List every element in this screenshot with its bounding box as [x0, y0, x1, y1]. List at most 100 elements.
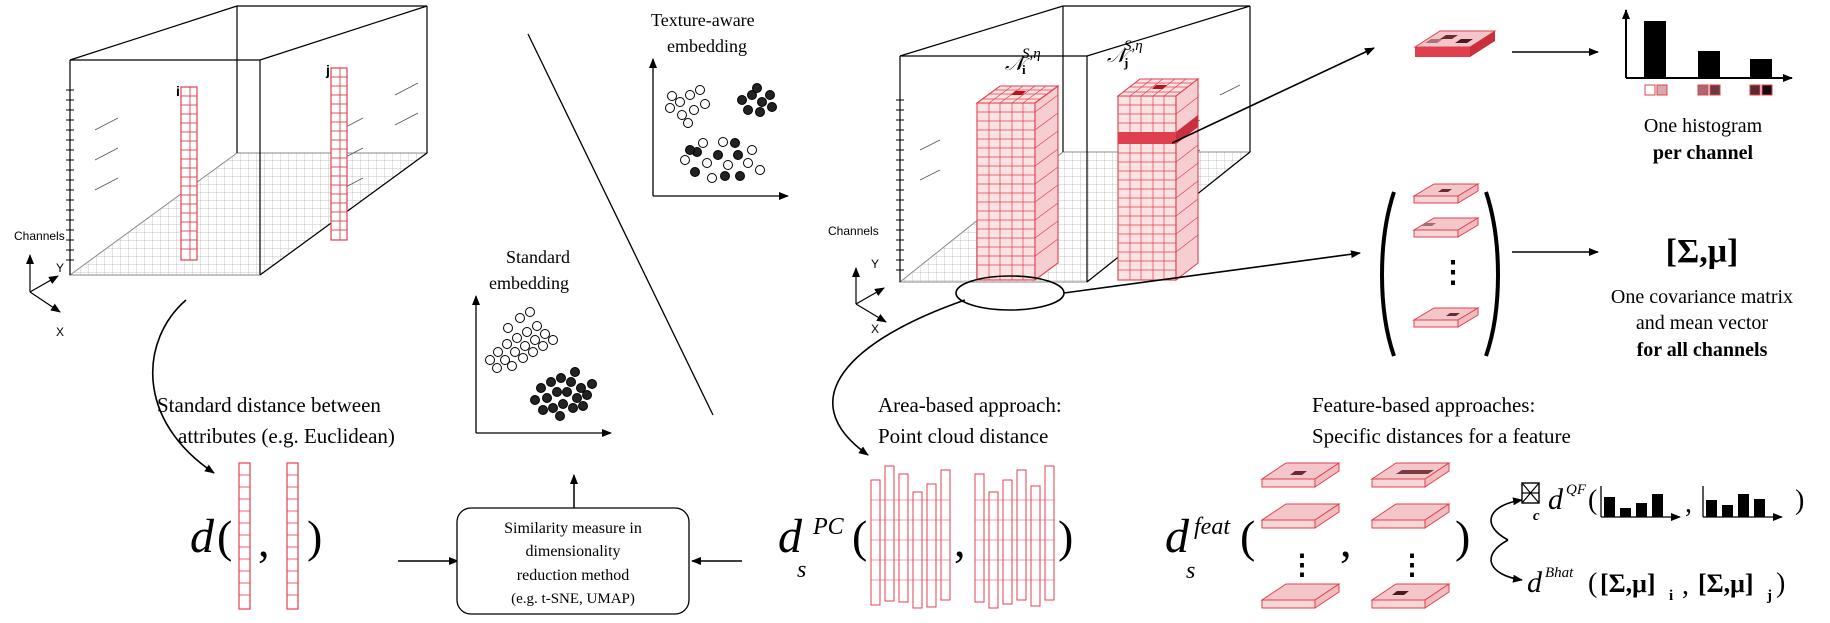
standard-distance-line2: attributes (e.g. Euclidean) — [178, 424, 395, 448]
right-cube-tick-marks — [896, 99, 904, 271]
left-cube-floor — [68, 152, 429, 276]
right-axes-icon — [852, 267, 887, 323]
center-pixel-j — [1152, 85, 1167, 89]
right-cube-edge — [1086, 5, 1251, 57]
area-approach-line2: Point cloud distance — [878, 424, 1048, 448]
close-paren: ) — [1795, 485, 1804, 516]
standard-distance-formula: d ( , ) — [190, 462, 322, 610]
subscript-j: j — [1766, 588, 1772, 604]
black-point-cluster — [530, 367, 597, 421]
superscript-bhat: Bhat — [1545, 565, 1574, 581]
d-symbol: d — [778, 510, 803, 563]
point-cloud-i — [870, 465, 951, 609]
left-cube-edge — [69, 5, 238, 61]
neighborhood-label-j: 𝒩 S,η j — [1107, 38, 1143, 70]
left-bracket — [1380, 191, 1396, 357]
feature-stack-i: ⋮ — [1260, 462, 1341, 609]
histogram-bar — [1750, 59, 1772, 78]
superscript-pc: PC — [812, 514, 845, 540]
black-point-cluster — [737, 83, 777, 117]
d-symbol: d — [1527, 566, 1543, 599]
open-paren: ( — [1588, 485, 1597, 516]
left-cube: i j Channels Y X — [14, 5, 429, 339]
boxed-sum-icon — [1521, 482, 1540, 504]
histogram-caption-line2: per channel — [1653, 142, 1754, 164]
y-axis-label: Y — [871, 257, 879, 271]
feature-distance-formula: d s feat ( ⋮ , ⋮ — [1165, 462, 1470, 609]
point-cloud-j — [974, 465, 1055, 609]
superscript-qf: QF — [1566, 482, 1587, 498]
x-axis-label: X — [56, 325, 64, 339]
diagonal-separator — [527, 33, 714, 416]
white-point-cluster — [485, 307, 558, 373]
neighborhood-symbol: 𝒩 — [1005, 53, 1030, 75]
highlighted-channel-slice — [1118, 132, 1176, 144]
subscript-i: i — [1669, 588, 1673, 604]
arrow-neighborhood-to-point-cloud — [832, 299, 966, 456]
comma: , — [1682, 570, 1689, 601]
right-bracket — [1484, 191, 1500, 357]
texture-embedding-plot — [649, 58, 789, 200]
standard-distance-line1: Standard distance between — [157, 393, 381, 417]
brace-to-qf — [1490, 497, 1523, 541]
right-cube-edge — [899, 5, 1064, 57]
d-symbol: d — [1165, 510, 1190, 563]
open-paren: ( — [1588, 568, 1597, 599]
pixel-label-j: j — [325, 62, 330, 78]
channels-axis-label: Channels — [14, 229, 65, 243]
left-curved-arrow — [151, 299, 215, 474]
comma: , — [1340, 515, 1352, 566]
subscript-s: s — [797, 557, 806, 583]
mixed-point-cluster — [680, 137, 765, 183]
close-paren: ) — [1776, 568, 1785, 599]
subscript-c: c — [1533, 508, 1540, 524]
neighborhood-label-i: 𝒩 S,η i — [1005, 46, 1041, 77]
open-paren: ( — [1240, 511, 1255, 562]
pixel-column-i — [180, 86, 198, 261]
arrow-neighborhood-to-stack — [1063, 250, 1361, 294]
histogram-bar — [1644, 21, 1666, 78]
stack-ellipsis: ⋮ — [1398, 550, 1426, 581]
open-paren: ( — [217, 511, 232, 562]
similarity-measure-box: Similarity measure in dimensionality red… — [456, 507, 690, 615]
left-cube-tick-marks — [66, 89, 74, 261]
d-symbol: d — [1548, 483, 1564, 516]
area-approach-line1: Area-based approach: — [878, 393, 1062, 417]
point-cloud-distance-formula: d s PC ( , ) — [778, 465, 1073, 609]
stack-ellipsis: ⋮ — [1288, 550, 1316, 581]
covariance-arg-i: [Σ,μ] — [1600, 569, 1656, 598]
comma: , — [258, 515, 270, 566]
superscript-feat: feat — [1194, 514, 1231, 540]
close-paren: ) — [1058, 511, 1073, 562]
open-paren: ( — [852, 511, 867, 562]
similarity-line4: (e.g. t-SNE, UMAP) — [511, 591, 635, 607]
y-axis-label: Y — [56, 261, 64, 275]
left-axes-icon — [26, 254, 61, 313]
pixel-column-j — [330, 67, 348, 241]
channel-stack: ⋮ — [1380, 183, 1500, 357]
mini-histogram-i — [1600, 486, 1681, 521]
covariance-caption-line1: One covariance matrix — [1611, 286, 1793, 308]
covariance-symbol: [Σ,μ] — [1666, 233, 1739, 270]
mini-histogram-j — [1702, 486, 1783, 521]
stack-ellipsis: ⋮ — [1438, 256, 1468, 289]
standard-embedding-title-line2: embedding — [489, 273, 569, 293]
feature-stack-j: ⋮ — [1370, 462, 1451, 609]
histogram-icon — [1622, 9, 1793, 96]
qf-formula: c d QF ( , ) — [1521, 482, 1804, 524]
comma: , — [1685, 488, 1692, 519]
neighborhood-subscript: i — [1022, 62, 1026, 77]
neighborhood-symbol: 𝒩 — [1107, 45, 1132, 67]
arrow-slice-to-histogram-tile — [1171, 47, 1375, 144]
similarity-line1: Similarity measure in — [504, 520, 642, 537]
histogram-caption-line1: One histogram — [1644, 115, 1763, 137]
neighborhood-superscript: S,η — [1022, 46, 1041, 62]
similarity-line3: reduction method — [517, 567, 629, 584]
feature-approach-line1: Feature-based approaches: — [1312, 393, 1535, 417]
feature-approach-line2: Specific distances for a feature — [1312, 424, 1571, 448]
texture-embedding-title-line2: embedding — [667, 36, 747, 56]
point-cloud-j-slices — [975, 499, 1054, 581]
neighborhood-subscript: j — [1123, 55, 1128, 70]
